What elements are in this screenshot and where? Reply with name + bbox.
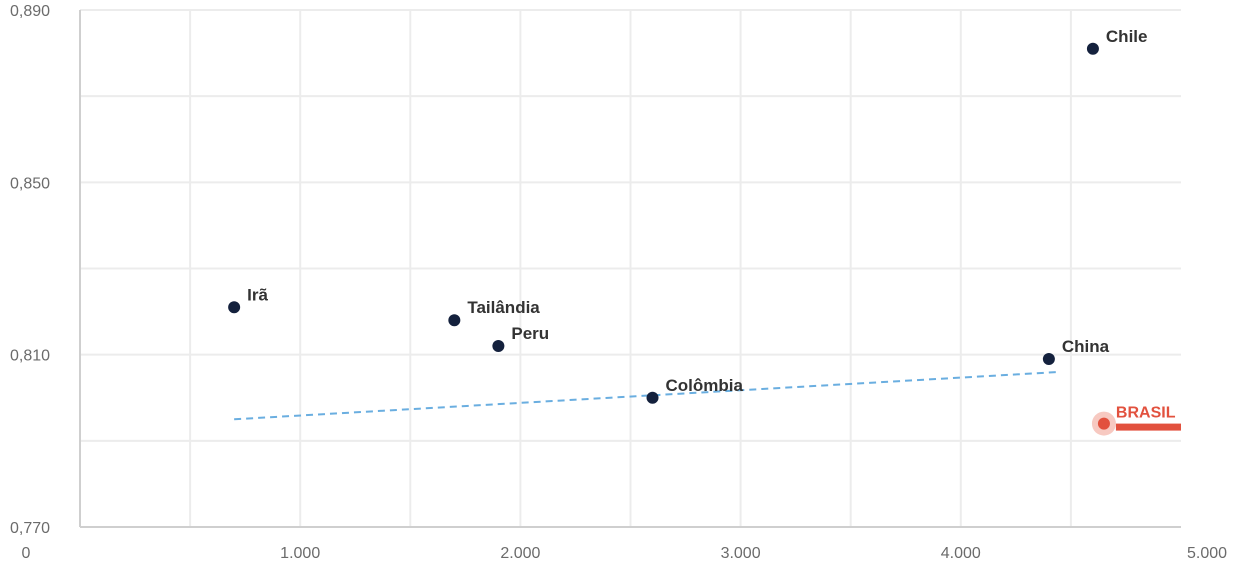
point-label-chile: Chile: [1106, 27, 1148, 46]
data-point-colombia[interactable]: [646, 391, 659, 404]
point-label-colombia: Colômbia: [666, 376, 744, 395]
x-tick-label: 3.000: [721, 545, 761, 562]
x-tick-label: 0: [22, 545, 31, 562]
points-layer: [228, 42, 1181, 436]
y-tick-label: 0,890: [10, 3, 50, 20]
point-label-tailandia: Tailândia: [467, 298, 540, 317]
y-tick-label: 0,770: [10, 520, 50, 537]
y-tick-label: 0,810: [10, 348, 50, 365]
y-tick-label: 0,850: [10, 175, 50, 192]
labels-layer: Irã Tailândia Peru Colômbia China Chile BRASIL: [247, 27, 1176, 422]
x-tick-label: 2.000: [500, 545, 540, 562]
x-tick-label: 1.000: [280, 545, 320, 562]
brasil-marker-bar: [1115, 423, 1181, 431]
axis-layer: 0 1.000 2.000 3.000 4.000 5.000 0,770 0,810 0,85…: [10, 3, 1227, 562]
data-point-ira[interactable]: [228, 301, 241, 314]
point-label-china: China: [1062, 337, 1110, 356]
x-tick-label: 5.000: [1187, 545, 1227, 562]
data-point-peru[interactable]: [492, 340, 505, 353]
point-label-ira: Irã: [247, 285, 268, 304]
data-point-tailandia[interactable]: [448, 314, 461, 327]
grid-layer: [80, 9, 1181, 527]
point-label-brasil: BRASIL: [1116, 405, 1176, 422]
point-label-peru: Peru: [511, 324, 549, 343]
data-point-china[interactable]: [1042, 352, 1055, 365]
data-point-chile[interactable]: [1086, 42, 1099, 55]
x-tick-label: 4.000: [941, 545, 981, 562]
data-point-brasil[interactable]: [1097, 417, 1110, 430]
